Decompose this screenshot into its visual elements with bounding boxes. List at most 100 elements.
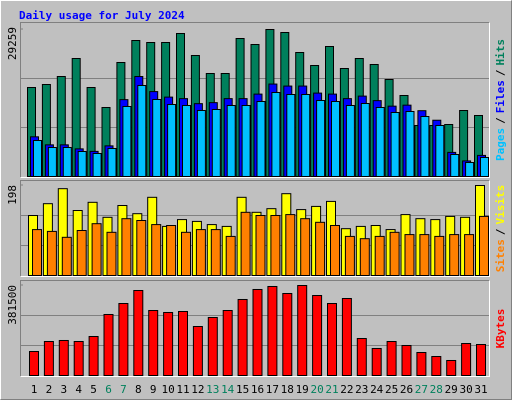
legend-entry: Hits <box>494 39 507 66</box>
panel-bevel <box>20 22 490 178</box>
x-tick-label: 7 <box>120 383 127 396</box>
y-tick-label: 198 <box>6 185 19 205</box>
x-tick-label: 15 <box>236 383 249 396</box>
x-tick-label: 29 <box>445 383 458 396</box>
bar <box>371 347 382 376</box>
bar <box>77 151 87 178</box>
bar <box>195 229 206 277</box>
x-tick-label: 5 <box>90 383 97 396</box>
bar <box>33 140 42 178</box>
bar <box>43 341 54 377</box>
x-tick-label: 8 <box>135 383 142 396</box>
bar <box>465 161 475 178</box>
x-tick-label: 17 <box>266 383 279 396</box>
x-tick-label: 4 <box>75 383 82 396</box>
bar <box>341 297 352 376</box>
x-tick-label: 28 <box>430 383 443 396</box>
bar <box>331 101 340 177</box>
bar <box>73 341 84 377</box>
x-tick-label: 25 <box>385 383 398 396</box>
bar <box>270 215 281 276</box>
bar <box>237 298 248 376</box>
bar <box>374 235 385 276</box>
bar <box>316 100 326 177</box>
x-tick-label: 14 <box>221 383 235 396</box>
x-tick-label: 9 <box>150 383 157 396</box>
bar <box>103 313 114 376</box>
bar <box>211 108 221 177</box>
bar <box>446 359 457 376</box>
panel-bevel <box>20 280 490 377</box>
bar <box>91 223 102 277</box>
legend-separator: / <box>494 228 507 235</box>
bar <box>297 285 308 376</box>
bar <box>163 311 174 376</box>
bar <box>479 215 489 276</box>
bar <box>431 356 442 377</box>
bar <box>255 215 266 276</box>
bar <box>225 235 236 276</box>
legend: Sites / Visits <box>494 185 507 273</box>
bar <box>267 285 278 376</box>
panel-bevel <box>20 22 490 178</box>
bar <box>301 94 311 177</box>
bar <box>330 225 340 276</box>
x-tick-label: 26 <box>400 383 413 396</box>
bar <box>182 104 191 177</box>
bar <box>32 229 42 277</box>
x-tick-label: 16 <box>251 383 264 396</box>
x-tick-label: 3 <box>60 383 67 396</box>
legend: KBytes <box>494 309 507 349</box>
bar <box>360 102 370 177</box>
bar <box>356 338 367 377</box>
bar <box>390 111 400 177</box>
bar <box>480 156 489 177</box>
legend-entry: Files <box>494 80 507 113</box>
bar <box>401 344 412 376</box>
bar <box>58 339 69 376</box>
bar <box>178 310 188 376</box>
bar <box>76 230 87 276</box>
y-tick-label: 381500 <box>6 285 19 325</box>
x-tick-label: 1 <box>31 383 38 396</box>
legend-separator: / <box>494 117 507 124</box>
legend: Pages / Files / Hits <box>494 39 507 161</box>
bar <box>476 344 486 377</box>
x-tick-label: 31 <box>474 383 487 396</box>
legend-separator: / <box>494 69 507 76</box>
bar <box>386 341 397 377</box>
bar <box>88 336 99 377</box>
legend-entry: KBytes <box>494 309 507 349</box>
chart-title: Daily usage for July 2024 <box>19 9 185 22</box>
bar <box>61 236 72 276</box>
bar <box>416 351 427 376</box>
bar <box>435 125 445 177</box>
x-tick-label: 22 <box>340 383 353 396</box>
bar <box>46 230 57 276</box>
x-tick-label: 6 <box>105 383 112 396</box>
bar <box>256 101 266 177</box>
x-tick-label: 24 <box>370 383 384 396</box>
bar <box>226 104 236 177</box>
bar <box>252 288 263 377</box>
bar <box>62 147 72 177</box>
panel-bevel <box>20 180 490 277</box>
bar <box>29 351 39 377</box>
bar <box>192 326 203 376</box>
bar <box>167 103 177 177</box>
x-tick-label: 21 <box>325 383 338 396</box>
legend-entry: Pages <box>494 128 507 161</box>
x-tick-label: 10 <box>161 383 174 396</box>
panel-bevel <box>20 280 490 377</box>
bar <box>285 214 296 277</box>
legend-entry: Visits <box>494 185 507 225</box>
bar <box>271 92 281 177</box>
bar <box>327 303 337 376</box>
bar <box>420 116 430 178</box>
bar <box>461 343 472 377</box>
x-tick-label: 19 <box>296 383 309 396</box>
bar <box>419 234 430 277</box>
bar <box>345 104 355 177</box>
y-tick-label: 29259 <box>6 27 19 60</box>
bar <box>240 211 251 276</box>
